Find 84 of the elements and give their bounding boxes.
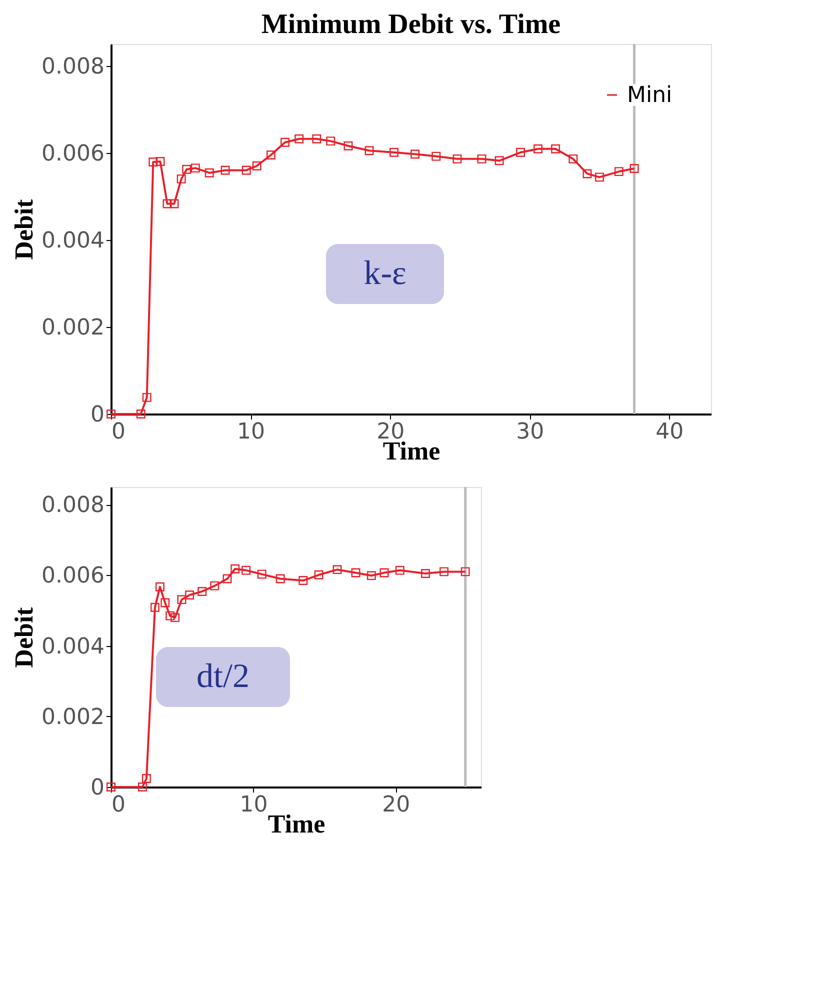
point bbox=[630, 164, 639, 173]
point bbox=[477, 154, 486, 164]
y-tick-label: 0.006 bbox=[42, 564, 104, 589]
point bbox=[266, 150, 276, 160]
point bbox=[614, 167, 624, 176]
point bbox=[568, 154, 578, 164]
y-tick-label: 0.006 bbox=[42, 141, 104, 166]
x-tick-label: 0 bbox=[112, 420, 126, 444]
x-axis-title: Time bbox=[268, 810, 326, 838]
point bbox=[332, 565, 342, 574]
point bbox=[190, 164, 200, 173]
point bbox=[170, 199, 179, 208]
point bbox=[148, 157, 158, 166]
y-tick-label: 0.002 bbox=[42, 704, 104, 730]
point bbox=[314, 570, 324, 580]
point bbox=[230, 564, 240, 574]
y-tick-label: 0 bbox=[90, 402, 104, 428]
y-tick-label: 0.004 bbox=[42, 228, 104, 254]
y-tick-label: 0 bbox=[90, 776, 104, 800]
point bbox=[351, 568, 360, 578]
chart-title: Minimum Debit vs. Time bbox=[261, 8, 561, 40]
point bbox=[452, 154, 462, 164]
point bbox=[185, 590, 194, 600]
point bbox=[582, 169, 592, 178]
point bbox=[177, 595, 186, 604]
x-tick-label: 20 bbox=[382, 792, 410, 818]
point bbox=[150, 602, 160, 612]
point bbox=[344, 141, 353, 150]
point bbox=[421, 569, 430, 578]
point bbox=[220, 166, 230, 175]
point bbox=[156, 157, 165, 166]
point bbox=[198, 587, 207, 596]
y-axis-title: Debit bbox=[10, 606, 39, 668]
point bbox=[142, 774, 151, 783]
point bbox=[160, 598, 170, 608]
point bbox=[155, 582, 164, 592]
point bbox=[410, 150, 420, 159]
point bbox=[257, 570, 266, 579]
point bbox=[276, 574, 285, 584]
y-tick-label: 0.008 bbox=[42, 54, 104, 80]
point bbox=[312, 134, 322, 144]
y-tick-label: 0.002 bbox=[42, 315, 104, 340]
y-tick-label: 0.008 bbox=[42, 493, 104, 518]
x-tick-label: 30 bbox=[516, 420, 544, 444]
y-tick-label: 0.004 bbox=[42, 634, 104, 660]
legend-label: Mini bbox=[627, 83, 672, 108]
point bbox=[390, 148, 398, 157]
annotation: dt/2 bbox=[196, 658, 250, 695]
point bbox=[380, 568, 389, 578]
point bbox=[395, 566, 404, 575]
point bbox=[182, 164, 192, 174]
point bbox=[551, 144, 560, 154]
annotation: k-ε bbox=[364, 255, 406, 292]
point bbox=[162, 199, 172, 208]
x-tick-label: 10 bbox=[237, 420, 266, 444]
point bbox=[204, 168, 214, 178]
point bbox=[494, 156, 504, 166]
point bbox=[326, 136, 336, 146]
point bbox=[142, 392, 152, 402]
point bbox=[366, 571, 376, 580]
point bbox=[210, 581, 220, 590]
point bbox=[170, 613, 180, 622]
x-tick-label: 0 bbox=[112, 792, 126, 818]
point bbox=[364, 146, 374, 156]
point bbox=[294, 134, 304, 144]
point bbox=[252, 161, 262, 170]
point bbox=[516, 148, 526, 157]
point bbox=[298, 576, 308, 585]
x-tick-label: 40 bbox=[656, 420, 684, 444]
point bbox=[595, 172, 604, 182]
y-axis-title: Debit bbox=[10, 198, 39, 260]
point bbox=[138, 782, 147, 792]
point bbox=[460, 567, 470, 576]
x-tick-label: 10 bbox=[240, 792, 268, 818]
point bbox=[136, 410, 146, 418]
point bbox=[432, 152, 441, 161]
point bbox=[222, 574, 232, 584]
point bbox=[242, 566, 251, 575]
point bbox=[166, 611, 175, 620]
point bbox=[280, 138, 290, 147]
point bbox=[534, 144, 542, 154]
point bbox=[176, 174, 186, 184]
point bbox=[242, 166, 251, 175]
point bbox=[440, 567, 448, 576]
